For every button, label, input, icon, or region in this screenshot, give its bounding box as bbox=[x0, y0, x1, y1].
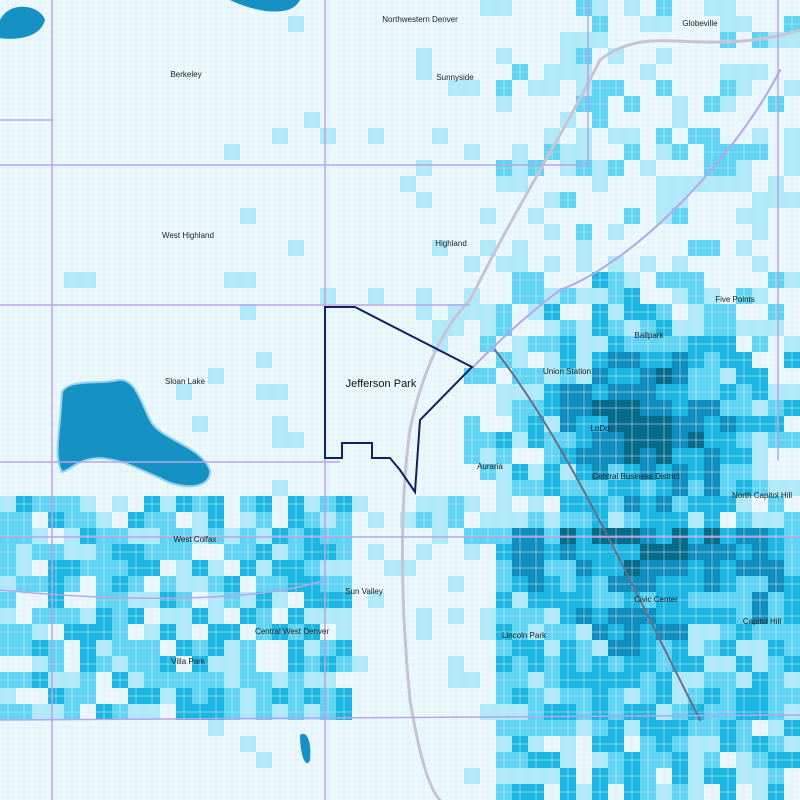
neighborhood-label: Central West Denver bbox=[255, 627, 329, 636]
neighborhood-label: North Capitol Hill bbox=[732, 491, 792, 500]
neighborhood-label: Sloan Lake bbox=[165, 377, 206, 386]
neighborhood-label: Auraria bbox=[477, 462, 503, 471]
neighborhood-label: Sunnyside bbox=[436, 73, 474, 82]
labels: Northwestern Denver Globeville Berkeley Sun… bbox=[162, 15, 792, 666]
neighborhood-label: Villa Park bbox=[171, 657, 206, 666]
neighborhood-label: West Colfax bbox=[174, 535, 217, 544]
neighborhood-label: Union Station bbox=[543, 367, 591, 376]
lake bbox=[230, 0, 300, 12]
lake bbox=[0, 6, 45, 39]
neighborhood-label: Northwestern Denver bbox=[382, 15, 458, 24]
lake bbox=[56, 378, 212, 488]
neighborhood-label: Civic Center bbox=[634, 595, 678, 604]
neighborhood-label: Ballpark bbox=[635, 331, 665, 340]
neighborhood-label: Five Points bbox=[715, 295, 755, 304]
neighborhood-label: Berkeley bbox=[170, 70, 201, 79]
neighborhood-label: LoDo bbox=[590, 424, 610, 433]
highlighted-boundary bbox=[324, 306, 474, 495]
neighborhood-label: Capitol Hill bbox=[743, 617, 781, 626]
neighborhood-label: Sun Valley bbox=[345, 587, 383, 596]
neighborhood-label: Lincoln Park bbox=[502, 631, 547, 640]
neighborhood-label: Globeville bbox=[682, 19, 718, 28]
neighborhood-label: Central Business District bbox=[592, 472, 680, 481]
lake bbox=[300, 733, 311, 764]
neighborhood-label: West Highland bbox=[162, 231, 214, 240]
highways bbox=[401, 0, 800, 800]
highlighted-label: Jefferson Park bbox=[346, 378, 417, 390]
neighborhood-label: Highland bbox=[435, 239, 467, 248]
